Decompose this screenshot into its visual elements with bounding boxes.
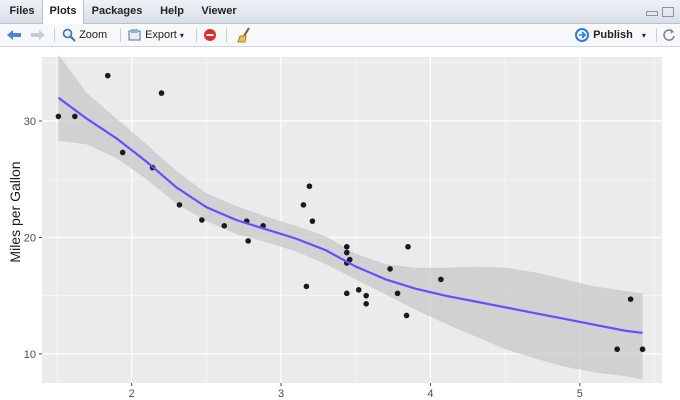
x-tick-label: 5 — [577, 388, 583, 400]
maximize-pane-icon[interactable] — [662, 7, 674, 17]
publish-label: Publish — [593, 29, 633, 41]
data-point — [639, 346, 646, 353]
export-icon — [128, 29, 141, 41]
publish-icon — [575, 28, 589, 43]
data-point — [303, 283, 310, 290]
clear-all-icon — [237, 27, 250, 43]
data-point — [72, 113, 78, 120]
remove-plot-icon — [204, 29, 216, 42]
data-point — [387, 266, 393, 272]
plot-viewer: Miles per Gallon 2 3 4 5 10 20 30 — [0, 47, 680, 400]
dropdown-caret-icon: ▾ — [641, 31, 646, 40]
confidence-ribbon — [58, 54, 643, 380]
export-menu-button[interactable]: Export ▾ — [128, 24, 184, 46]
data-point — [199, 217, 205, 223]
data-point — [355, 287, 362, 293]
y-tick-label: 30 — [24, 116, 36, 128]
data-point — [363, 292, 369, 299]
export-label: Export — [145, 29, 177, 41]
data-point — [104, 72, 111, 79]
data-point — [55, 113, 62, 120]
data-point — [405, 243, 411, 250]
remove-plot-button[interactable] — [203, 24, 217, 46]
plots-toolbar: Zoom Export ▾ Publish ▾ — [0, 24, 680, 47]
data-point — [343, 249, 350, 256]
data-point — [245, 238, 251, 244]
data-point — [403, 312, 410, 319]
data-point — [119, 149, 126, 156]
data-point — [363, 301, 369, 307]
zoom-icon — [62, 28, 76, 42]
y-tick-label: 10 — [24, 349, 36, 361]
tab-help[interactable]: Help — [160, 5, 184, 17]
tab-packages[interactable]: Packages — [91, 5, 143, 17]
data-point — [309, 218, 316, 224]
data-point — [176, 202, 183, 208]
data-point — [300, 202, 307, 208]
data-point — [438, 276, 444, 283]
dropdown-caret-icon: ▾ — [179, 31, 184, 40]
refresh-button[interactable] — [662, 24, 676, 46]
data-point — [394, 290, 401, 297]
data-point — [343, 290, 350, 297]
data-point — [627, 296, 634, 302]
data-point — [306, 183, 313, 190]
data-point — [343, 243, 350, 250]
x-tick-label: 4 — [427, 388, 433, 400]
y-tick-label: 20 — [24, 232, 36, 244]
clear-all-plots-button[interactable] — [236, 24, 252, 46]
x-tick-label: 3 — [278, 388, 284, 400]
pane-tab-bar: Files Plots Packages Help Viewer — [0, 0, 680, 24]
mpg-scatter-plot: Miles per Gallon 2 3 4 5 10 20 30 — [7, 54, 662, 400]
forward-arrow-icon[interactable] — [30, 24, 46, 46]
tab-plots[interactable]: Plots — [42, 0, 84, 24]
x-tick-label: 2 — [129, 388, 135, 400]
refresh-icon — [663, 29, 675, 41]
zoom-button[interactable]: Zoom — [62, 24, 107, 46]
zoom-label: Zoom — [79, 29, 108, 41]
publish-button[interactable]: Publish ▾ — [574, 24, 646, 46]
back-arrow-icon[interactable] — [6, 24, 22, 46]
tab-viewer[interactable]: Viewer — [201, 5, 237, 17]
tab-files[interactable]: Files — [9, 5, 35, 17]
data-point — [158, 90, 165, 96]
y-axis-label: Miles per Gallon — [7, 161, 23, 262]
minimize-pane-icon[interactable] — [646, 11, 658, 16]
data-point — [221, 223, 228, 229]
data-point — [346, 256, 353, 263]
data-point — [614, 346, 620, 353]
smooth-trend-line — [57, 96, 643, 335]
